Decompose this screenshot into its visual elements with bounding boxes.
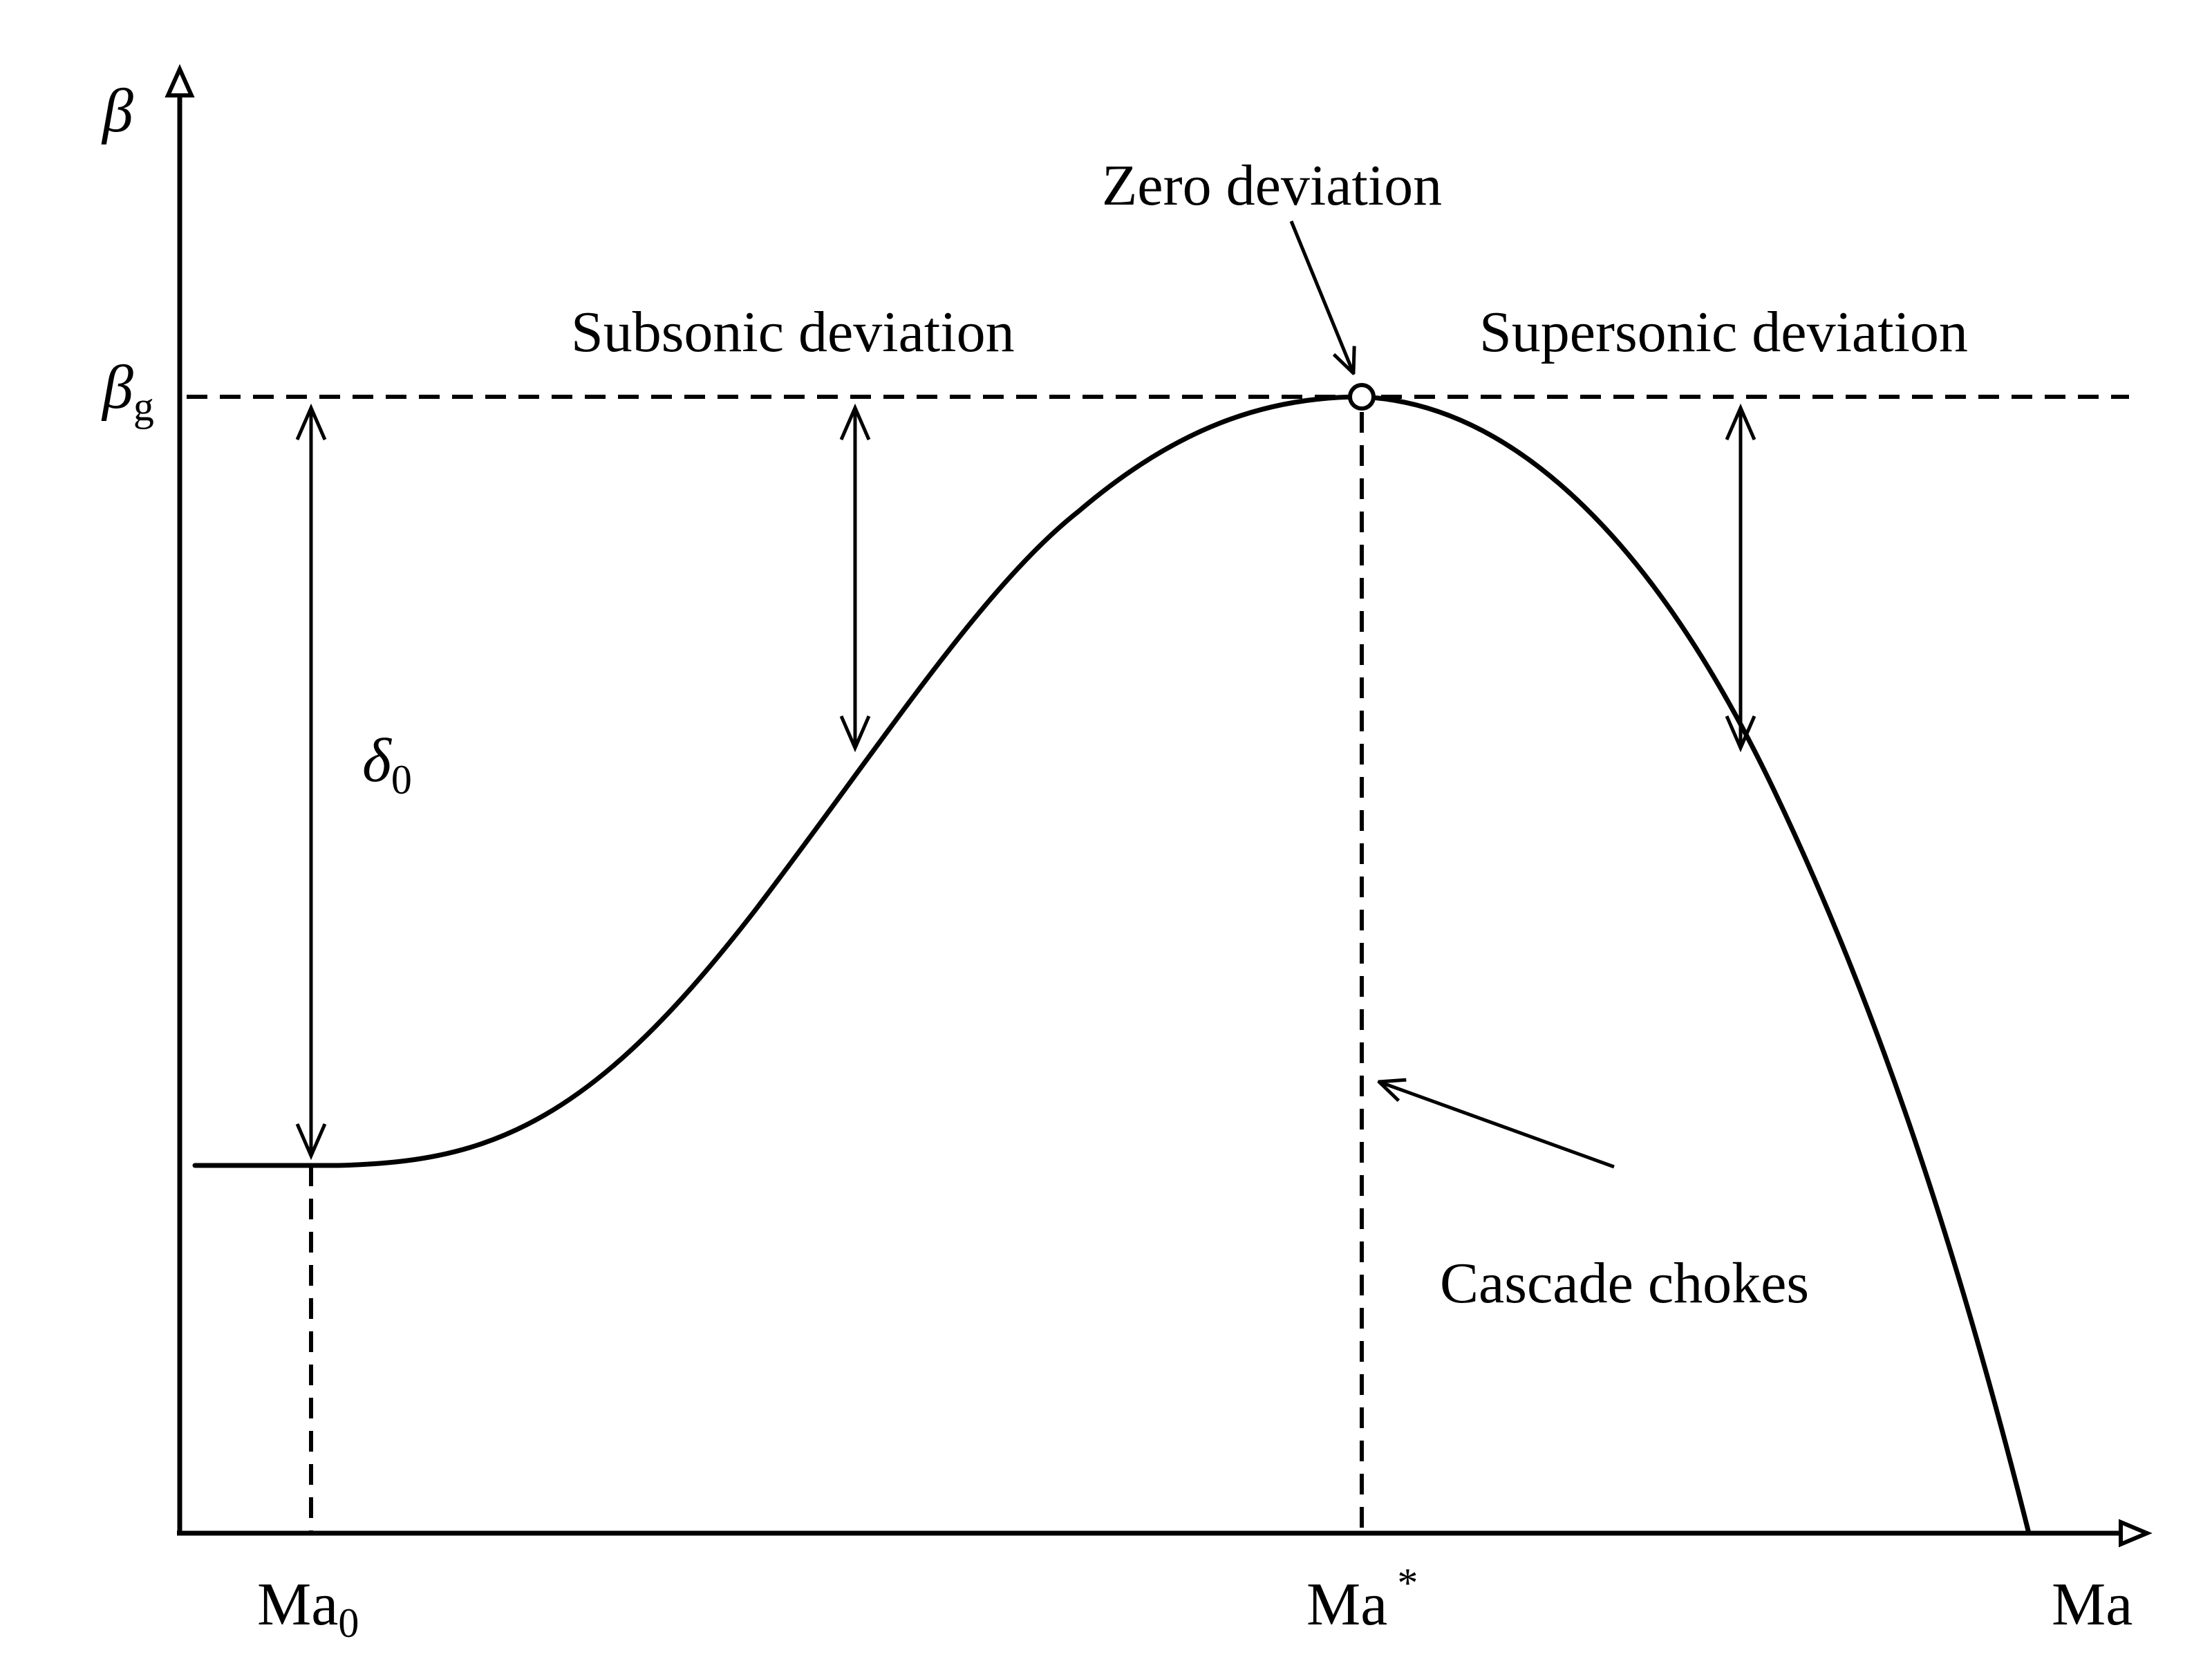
zero-deviation-annotation: Zero deviation xyxy=(1102,153,1442,218)
cascade-chokes-annotation: Cascade chokes xyxy=(1440,1251,1809,1315)
beta-g-label: βg xyxy=(101,353,154,429)
ma0-tick-label: Ma0 xyxy=(257,1571,359,1646)
delta0-label: δ0 xyxy=(362,727,412,803)
deviation-curve xyxy=(192,394,2032,1536)
subsonic-deviation-arrow xyxy=(839,403,871,753)
ma-star-tick-label: Ma * xyxy=(1306,1560,1418,1638)
subsonic-deviation-annotation: Subsonic deviation xyxy=(571,300,1015,364)
y-axis-symbol: β xyxy=(101,77,133,145)
zero-deviation-pointer xyxy=(1289,221,1353,373)
x-axis-arrow xyxy=(2119,1519,2153,1548)
zero-deviation-point xyxy=(1348,383,1376,411)
y-axis-arrow xyxy=(165,64,195,97)
delta0-arrow xyxy=(295,403,327,1161)
supersonic-deviation-arrow xyxy=(1725,403,1756,753)
supersonic-deviation-annotation: Supersonic deviation xyxy=(1479,300,1968,364)
cascade-chokes-pointer xyxy=(1379,1082,1615,1169)
x-axis-label: Ma xyxy=(2052,1571,2133,1638)
